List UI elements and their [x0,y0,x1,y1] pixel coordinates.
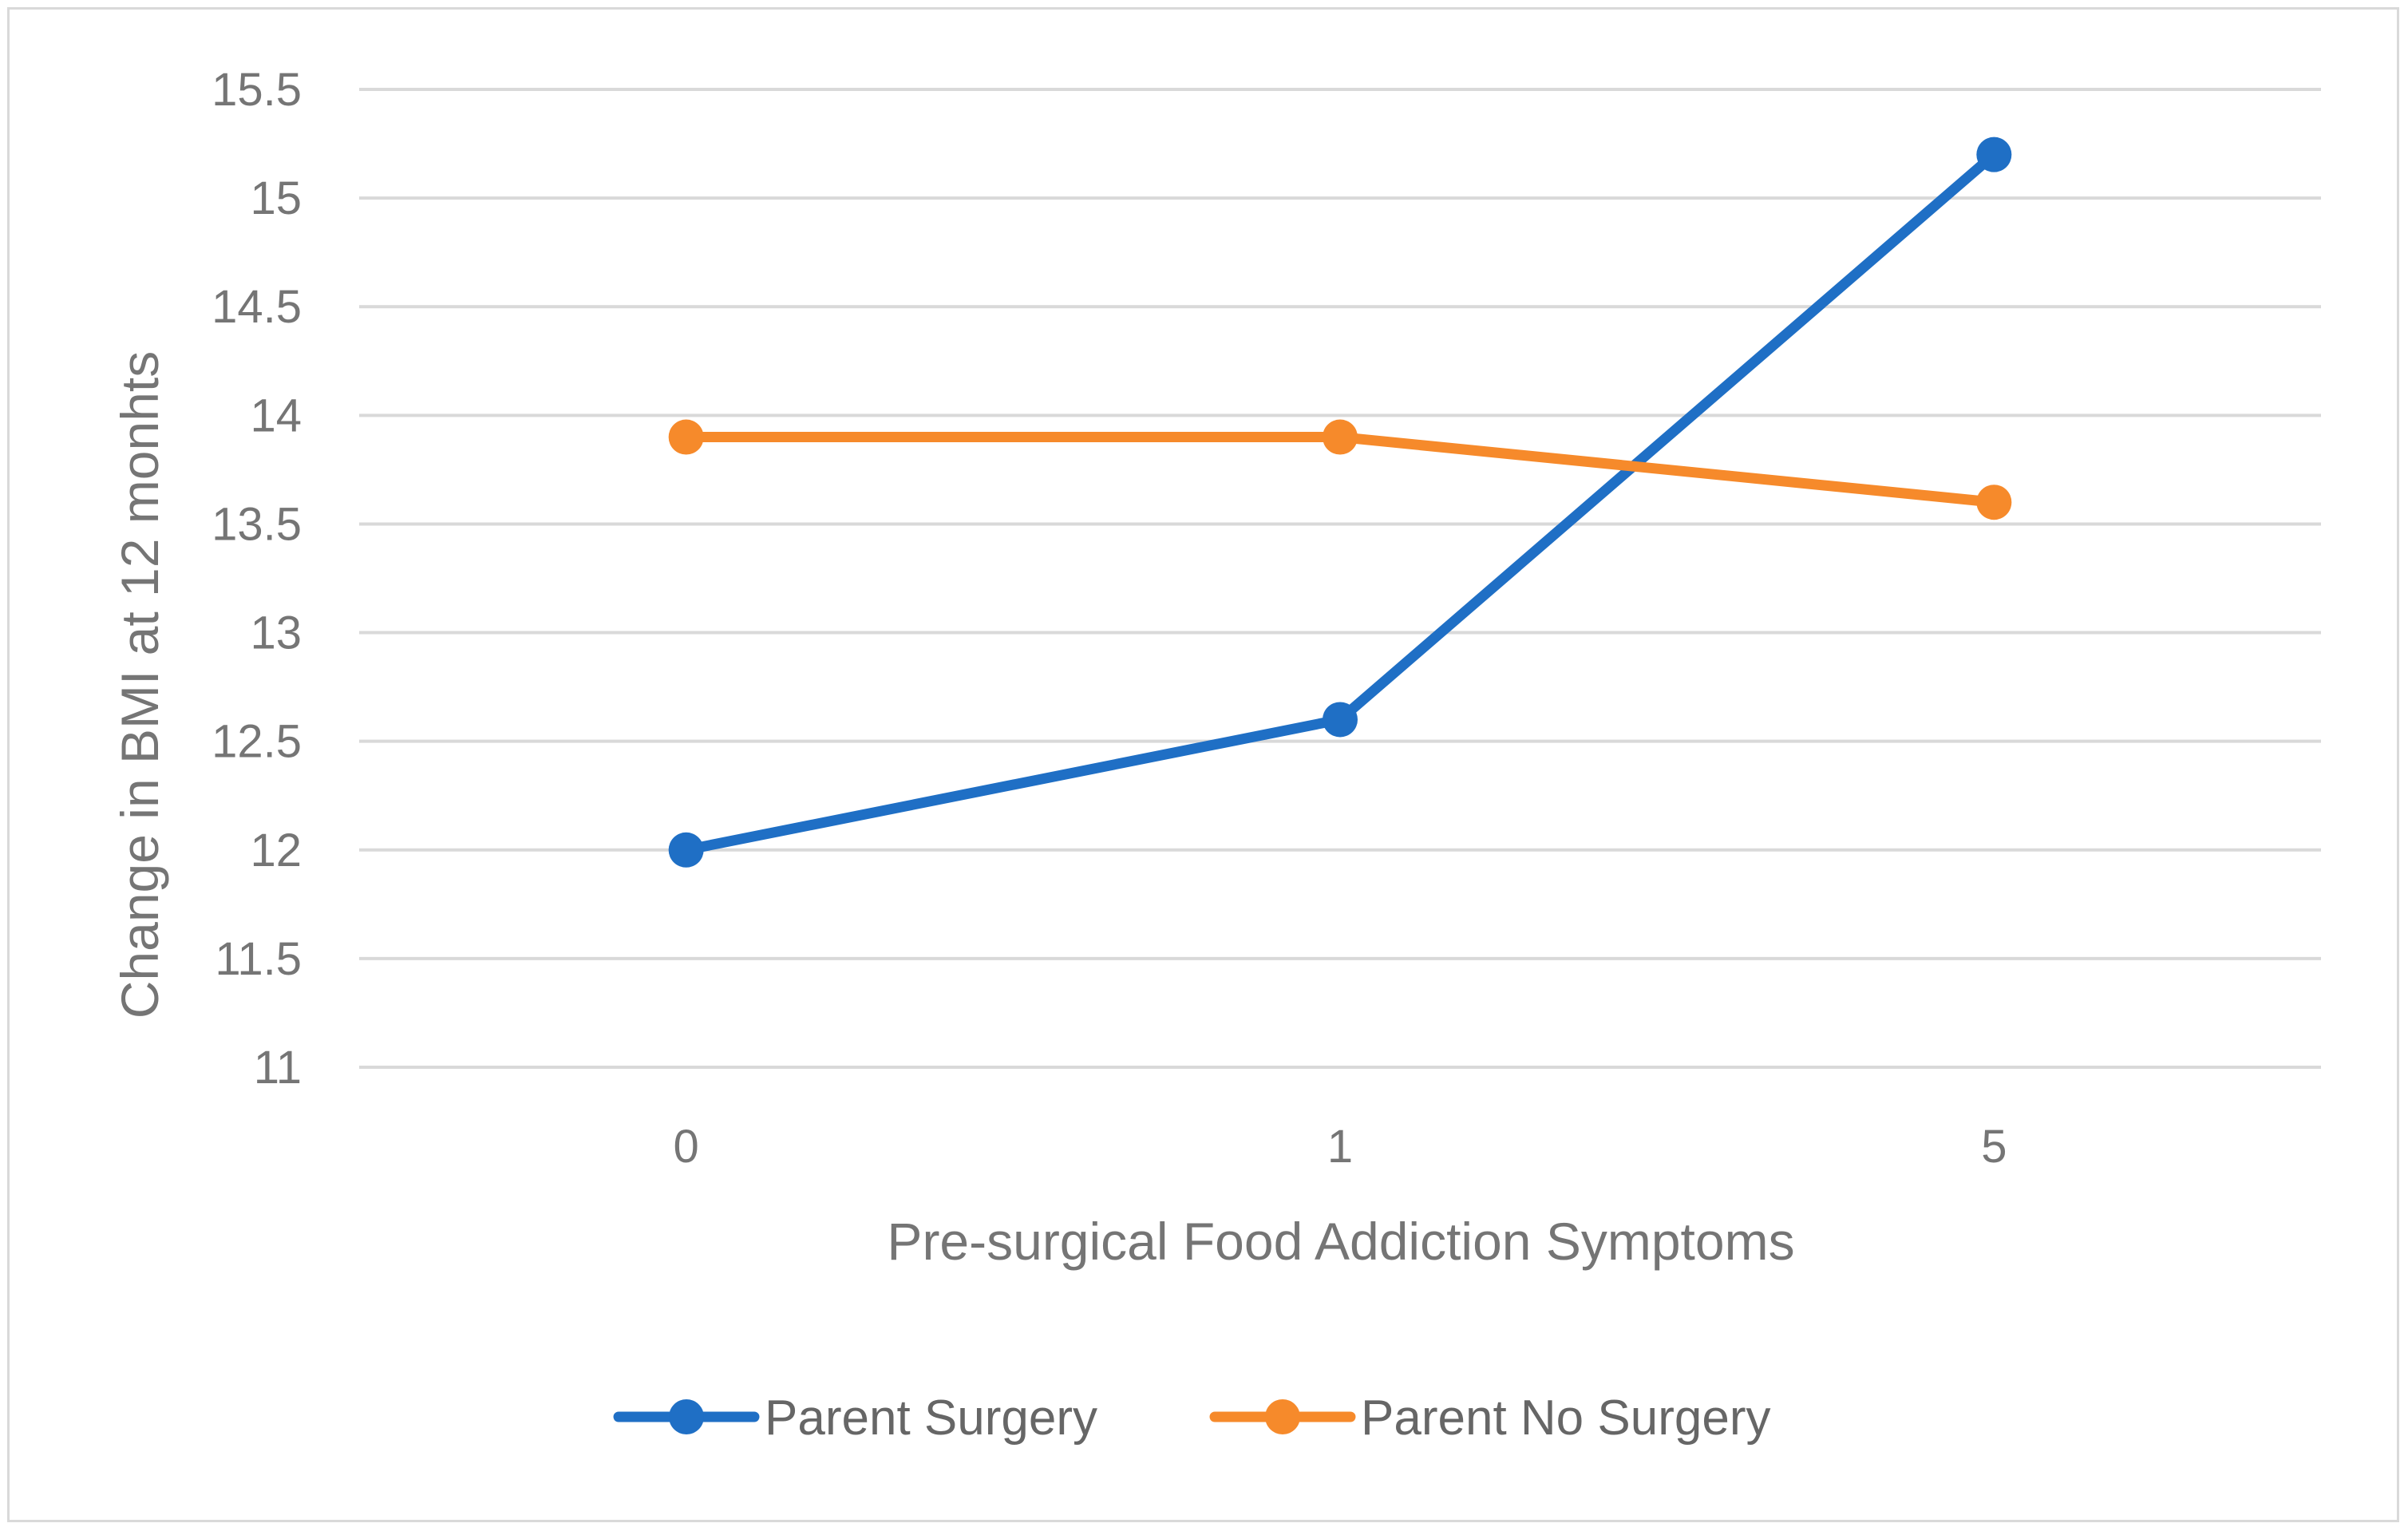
legend-label-parent-surgery: Parent Surgery [765,1391,1097,1446]
legend-item-parent-no-surgery[interactable]: Parent No Surgery [1209,1391,1770,1446]
x-axis-title: Pre-surgical Food Addiction Symptoms [887,1212,1794,1271]
data-point-parent-no-surgery[interactable] [1976,485,2012,520]
x-tick-label: 1 [1327,1121,1353,1173]
data-point-parent-surgery[interactable] [1976,136,2012,172]
y-tick-label: 12 [250,825,302,876]
data-point-parent-surgery[interactable] [668,832,704,868]
y-tick-label: 11 [254,1042,302,1094]
gridlines [359,88,2321,1069]
series-lines [668,136,2012,868]
y-axis-title: Change in BMI at 12 monhts [110,351,169,1019]
legend-item-parent-surgery[interactable]: Parent Surgery [613,1391,1097,1446]
y-tick-label: 15 [250,172,302,224]
y-tick-label: 13.5 [212,498,302,550]
y-tick-label: 11.5 [215,933,302,985]
data-point-parent-no-surgery[interactable] [1323,419,1358,455]
legend-marker-parent-no-surgery [1265,1399,1300,1434]
x-tick-label: 0 [674,1121,699,1173]
y-tick-label: 14 [250,390,302,441]
y-tick-label: 15.5 [212,64,302,116]
legend-label-parent-no-surgery: Parent No Surgery [1361,1391,1770,1446]
data-point-parent-no-surgery[interactable] [668,419,704,455]
y-tick-label: 12.5 [212,716,302,768]
series-line-parent-surgery [681,149,1999,856]
y-tick-label: 14.5 [212,281,302,333]
legend-marker-parent-surgery [669,1399,704,1434]
y-tick-label: 13 [250,607,302,659]
chart-frame [7,7,2399,1522]
legend: Parent Surgery Parent No Surgery [613,1391,1770,1446]
x-tick-label: 5 [1981,1121,2007,1173]
x-axis-ticks: 0 1 5 [674,1121,2007,1173]
data-point-parent-surgery[interactable] [1323,702,1358,738]
y-axis-ticks: 11 11.5 12 12.5 13 13.5 14 14.5 15 15.5 [212,64,302,1094]
